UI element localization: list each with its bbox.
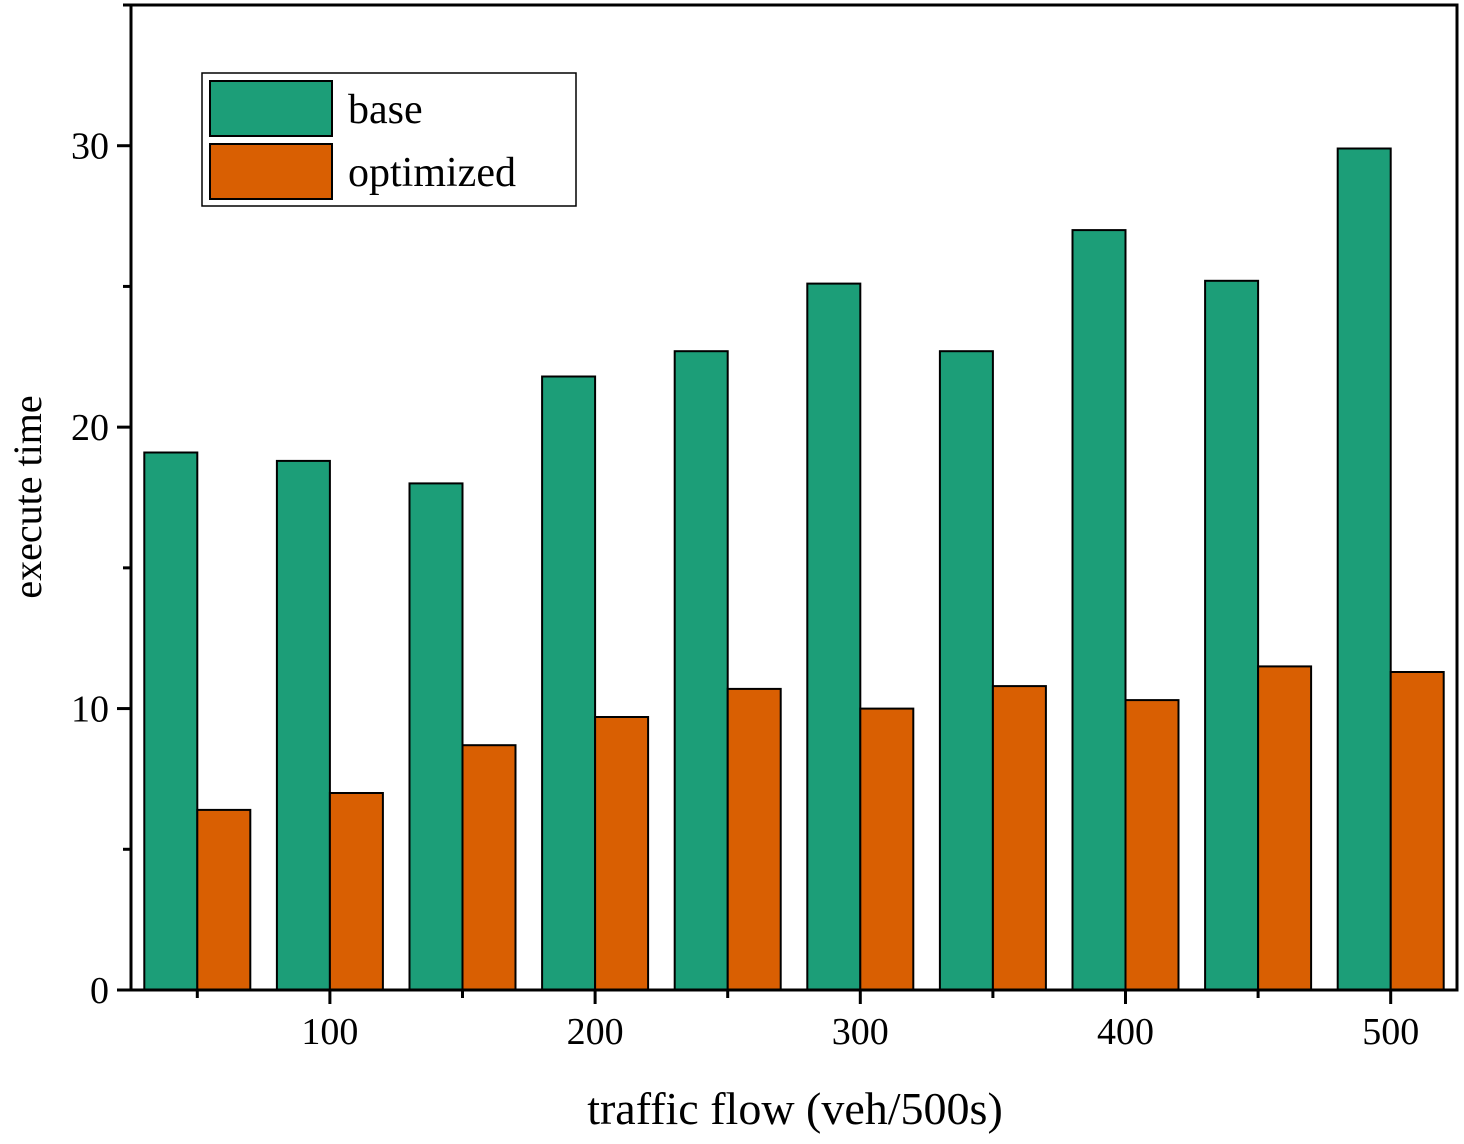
x-tick-label-500: 500 [1362, 1011, 1419, 1053]
x-tick-label-200: 200 [567, 1011, 624, 1053]
bar-optimized-450 [1257, 665, 1313, 992]
y-tick-label-20: 20 [71, 407, 109, 449]
y-tick-label-0: 0 [90, 970, 109, 1012]
y-tick-label-10: 10 [71, 689, 109, 731]
bar-base-300 [806, 282, 862, 992]
bar-base-500 [1336, 147, 1392, 991]
plot-frame [129, 3, 1459, 992]
bars-layer [143, 147, 1445, 992]
legend-label-optimized: optimized [348, 150, 516, 196]
bar-optimized-200 [594, 716, 650, 991]
legend: base optimized [201, 72, 577, 207]
y-axis-title: execute time [5, 395, 50, 598]
x-tick-label-400: 400 [1097, 1011, 1154, 1053]
axes-layer: 0 10 20 30 100 200 300 400 500 [71, 3, 1459, 1053]
bar-optimized-350 [991, 685, 1047, 991]
legend-swatch-base [209, 80, 333, 137]
x-tick-label-100: 100 [301, 1011, 358, 1053]
bar-base-50 [143, 451, 199, 991]
bar-base-200 [541, 375, 597, 991]
bar-base-250 [673, 350, 729, 991]
bar-optimized-250 [726, 687, 782, 992]
bar-optimized-50 [196, 808, 252, 992]
bar-optimized-150 [461, 744, 517, 992]
bar-optimized-300 [859, 707, 915, 991]
bar-optimized-500 [1389, 671, 1445, 991]
bar-base-150 [408, 482, 464, 991]
bar-optimized-400 [1124, 699, 1180, 991]
y-tick-label-30: 30 [71, 126, 109, 168]
x-axis-title: traffic flow (veh/500s) [587, 1083, 1003, 1134]
bar-optimized-100 [328, 792, 384, 991]
bar-base-350 [938, 350, 994, 991]
bar-base-450 [1204, 279, 1260, 991]
bar-base-100 [275, 459, 331, 991]
legend-label-base: base [348, 87, 423, 133]
x-tick-label-300: 300 [832, 1011, 889, 1053]
bar-base-400 [1071, 229, 1127, 992]
legend-swatch-optimized [209, 143, 333, 200]
